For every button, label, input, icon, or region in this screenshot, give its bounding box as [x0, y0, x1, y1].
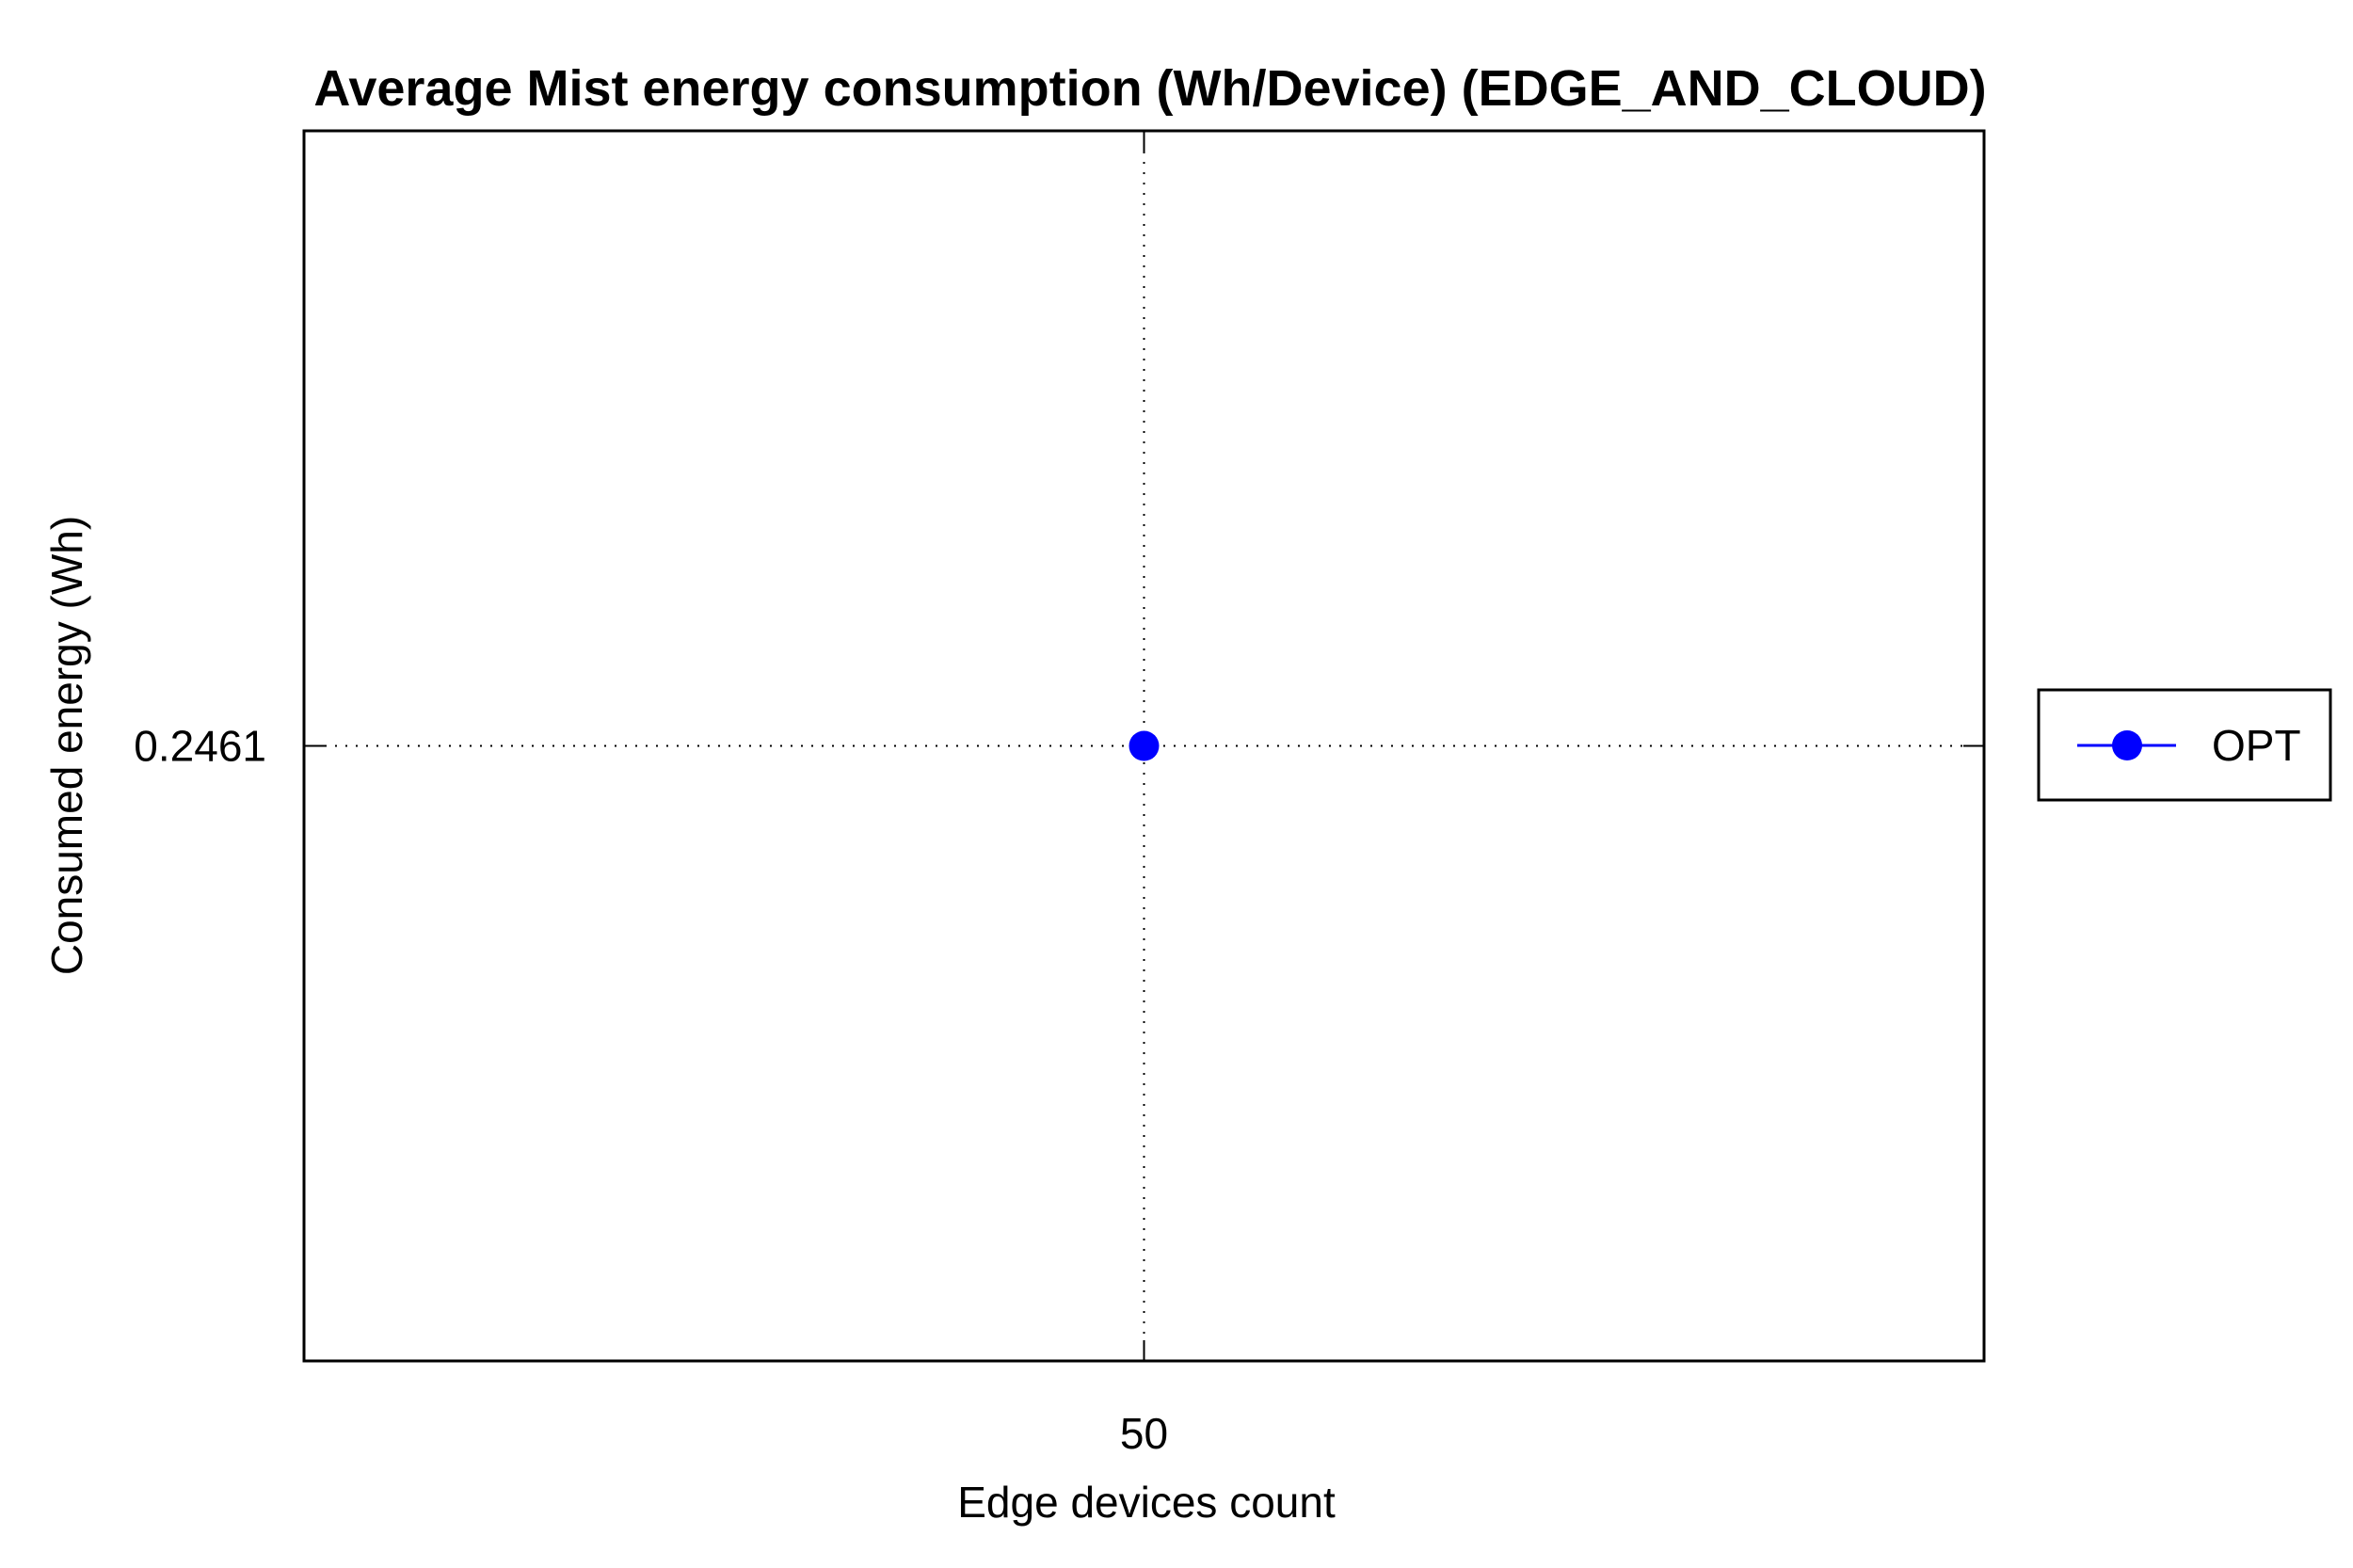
- legend-label: OPT: [2212, 721, 2301, 770]
- y-tick-label: 0.2461: [134, 722, 266, 771]
- x-tick-label: 50: [1120, 1409, 1168, 1458]
- x-tick-labels: 50: [1120, 1409, 1168, 1458]
- legend-marker: [2112, 730, 2142, 760]
- y-axis-label: Consumed energy (Wh): [42, 516, 91, 975]
- chart-title: Average Mist energy consumption (Wh/Devi…: [313, 60, 1986, 117]
- axis-ticks: [304, 131, 1984, 1361]
- legend: OPT: [2037, 688, 2332, 802]
- plot-area-frame: [302, 129, 1986, 1363]
- series-layer: [1128, 730, 1160, 761]
- x-axis-label: Edge devices count: [957, 1478, 1336, 1527]
- y-tick-labels: 0.2461: [134, 722, 266, 771]
- data-point: [1128, 730, 1160, 761]
